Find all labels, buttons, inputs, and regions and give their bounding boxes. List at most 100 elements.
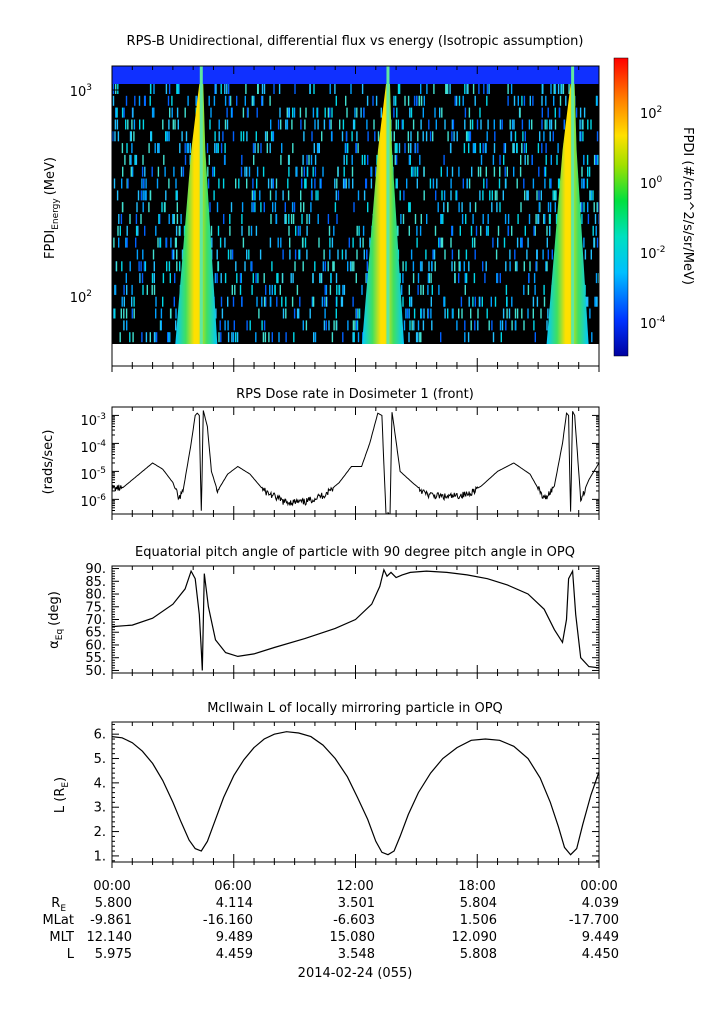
noise-pixel: [257, 84, 259, 94]
noise-pixel: [305, 320, 308, 331]
noise-pixel: [494, 190, 497, 201]
noise-pixel: [323, 296, 326, 307]
noise-pixel: [461, 308, 463, 319]
noise-pixel: [465, 273, 468, 284]
noise-pixel: [330, 273, 332, 284]
noise-pixel: [231, 249, 234, 260]
noise-pixel: [172, 119, 174, 130]
noise-pixel: [269, 237, 272, 248]
noise-pixel: [341, 131, 344, 142]
noise-pixel: [557, 143, 559, 154]
noise-pixel: [175, 237, 177, 248]
noise-pixel: [175, 190, 177, 201]
noise-pixel: [419, 261, 422, 272]
noise-pixel: [300, 202, 302, 213]
noise-pixel: [216, 202, 219, 213]
noise-pixel: [284, 214, 286, 224]
noise-pixel: [494, 296, 497, 307]
noise-pixel: [547, 107, 549, 118]
colorbar-tick-label: 100: [640, 175, 663, 192]
noise-pixel: [427, 273, 430, 284]
noise-pixel: [121, 107, 124, 118]
noise-pixel: [141, 273, 144, 284]
noise-pixel: [306, 225, 308, 236]
noise-pixel: [506, 308, 508, 319]
noise-pixel: [251, 261, 253, 272]
noise-pixel: [521, 237, 523, 248]
noise-pixel: [520, 202, 522, 213]
noise-pixel: [146, 284, 148, 295]
noise-pixel: [544, 119, 546, 130]
noise-pixel: [236, 273, 238, 284]
noise-pixel: [346, 107, 348, 118]
noise-pixel: [545, 154, 547, 165]
noise-pixel: [323, 119, 326, 130]
noise-pixel: [544, 178, 546, 189]
noise-pixel: [491, 190, 493, 201]
noise-pixel: [311, 178, 313, 189]
noise-pixel: [444, 249, 446, 260]
noise-pixel: [365, 273, 367, 284]
noise-pixel: [305, 178, 307, 189]
noise-pixel: [286, 107, 288, 118]
noise-pixel: [142, 119, 145, 130]
dose-title: RPS Dose rate in Dosimeter 1 (front): [236, 387, 474, 402]
noise-pixel: [168, 214, 170, 224]
spectrogram-ylabel: FPDIEnergy(MeV): [43, 157, 61, 259]
noise-pixel: [441, 190, 443, 201]
dose-yticklabel: 10-6: [80, 493, 106, 510]
noise-pixel: [295, 166, 297, 177]
noise-pixel: [179, 143, 181, 154]
lshell-series-line: [112, 731, 599, 856]
noise-pixel: [523, 143, 526, 154]
noise-pixel: [533, 273, 536, 284]
noise-pixel: [280, 237, 282, 248]
noise-pixel: [113, 308, 115, 319]
noise-pixel: [269, 95, 271, 106]
noise-pixel: [215, 143, 218, 154]
noise-pixel: [524, 131, 526, 142]
noise-pixel: [254, 202, 256, 213]
noise-pixel: [314, 178, 316, 189]
noise-pixel: [208, 95, 210, 106]
noise-pixel: [252, 273, 254, 284]
noise-pixel: [351, 154, 353, 165]
noise-pixel: [362, 237, 364, 248]
noise-pixel: [494, 131, 496, 142]
noise-pixel: [176, 84, 178, 94]
noise-pixel: [429, 178, 432, 189]
noise-pixel: [129, 214, 131, 224]
noise-pixel: [155, 225, 157, 236]
noise-pixel: [513, 95, 516, 106]
noise-pixel: [115, 261, 118, 272]
noise-pixel: [253, 190, 255, 201]
noise-pixel: [458, 273, 460, 284]
pitch-y-ticks: 50.55.60.65.70.75.80.85.90.: [85, 562, 599, 679]
noise-pixel: [549, 178, 551, 189]
noise-pixel: [447, 308, 449, 319]
noise-pixel: [317, 214, 319, 224]
noise-pixel: [130, 166, 132, 177]
noise-pixel: [151, 273, 154, 284]
noise-pixel: [499, 320, 502, 331]
noise-pixel: [458, 249, 460, 260]
spectrogram-yticklabel-100: 102: [70, 289, 92, 306]
noise-pixel: [527, 308, 529, 319]
noise-pixel: [369, 237, 371, 248]
noise-pixel: [546, 320, 548, 331]
noise-pixel: [165, 190, 167, 201]
noise-pixel: [133, 296, 135, 307]
noise-pixel: [443, 154, 445, 165]
noise-pixel: [299, 296, 301, 307]
noise-pixel: [487, 225, 489, 236]
noise-pixel: [235, 261, 237, 272]
noise-pixel: [112, 95, 115, 106]
noise-pixel: [568, 84, 570, 94]
noise-pixel: [533, 225, 535, 236]
noise-pixel: [464, 84, 466, 94]
pitch-x-ticks: [111, 566, 600, 679]
noise-pixel: [285, 296, 287, 307]
noise-pixel: [468, 143, 470, 154]
noise-pixel: [327, 107, 330, 118]
noise-pixel: [176, 261, 178, 272]
